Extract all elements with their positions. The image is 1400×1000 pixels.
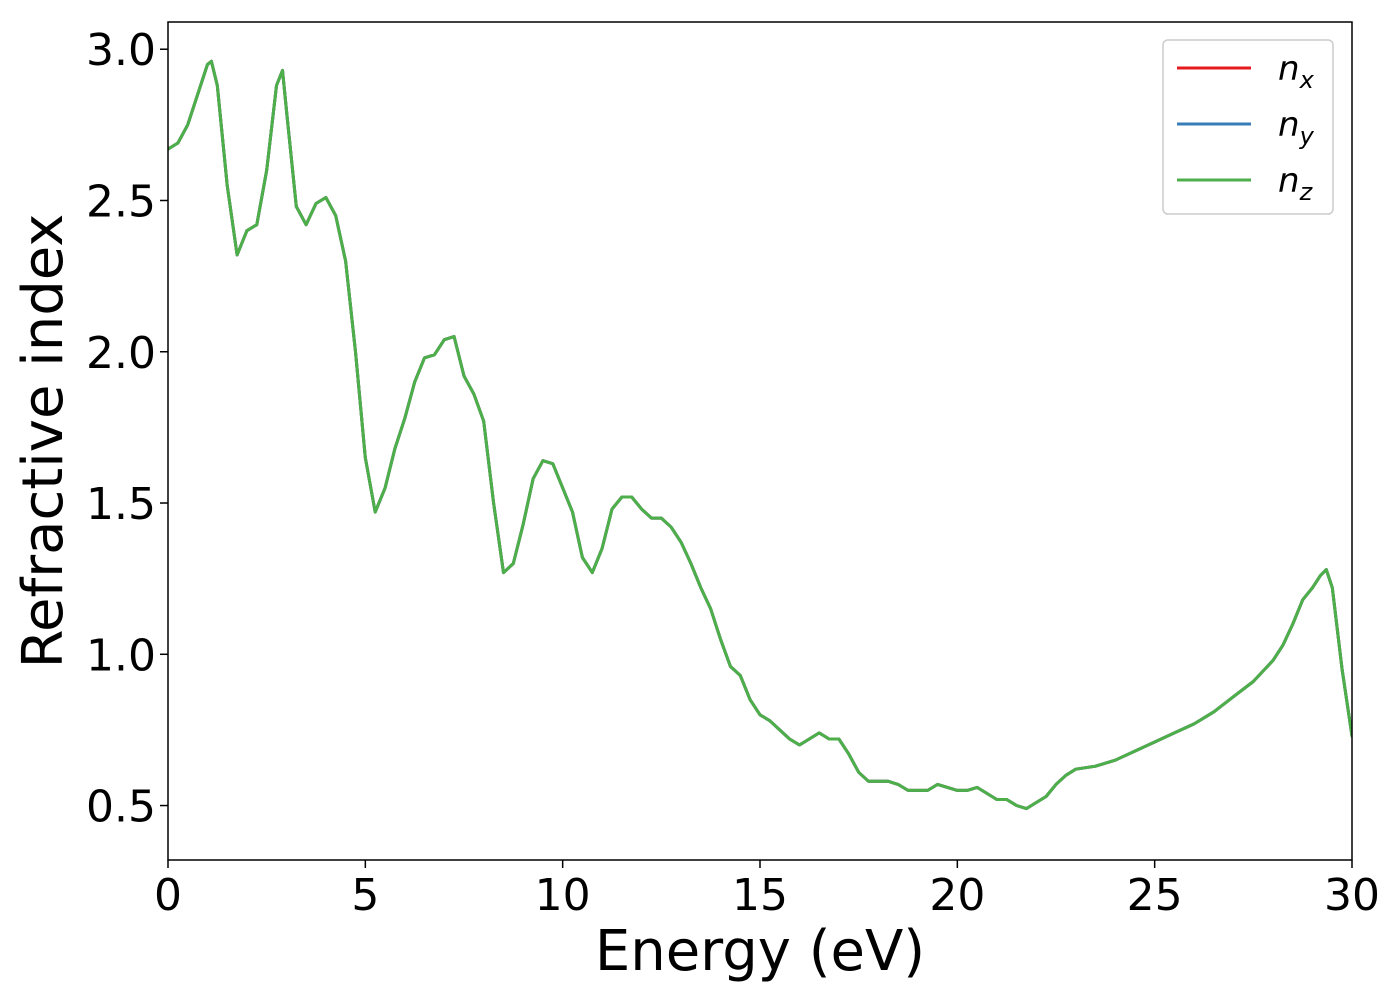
x-tick-label: 30 (1324, 870, 1380, 921)
y-tick-label: 1.5 (86, 479, 156, 530)
legend-label-z: nz (1278, 161, 1314, 206)
x-tick-label: 5 (351, 870, 379, 921)
x-tick-label: 10 (535, 870, 591, 921)
y-tick-label: 2.5 (86, 176, 156, 227)
legend-label-y: ny (1278, 105, 1315, 150)
legend-box (1162, 39, 1334, 215)
x-tick-label: 0 (154, 870, 182, 921)
series-layer (168, 59, 1352, 811)
x-tick-label: 25 (1127, 870, 1183, 921)
y-tick-label: 0.5 (86, 782, 156, 833)
y-tick-label: 1.0 (86, 630, 156, 681)
y-axis-label: Refractive index (11, 214, 76, 669)
x-axis-label: Energy (eV) (595, 919, 925, 984)
legend-label-x: nx (1278, 49, 1315, 94)
series-line-z (168, 59, 1352, 811)
x-tick-label: 15 (732, 870, 788, 921)
ticks-layer: 0 5 10 15 20 25 30 0.5 1.0 1.5 2.0 2.5 3.0 (86, 25, 1380, 921)
y-tick-label: 3.0 (86, 25, 156, 76)
legend: nx ny nz (1162, 39, 1334, 215)
y-tick-label: 2.0 (86, 328, 156, 379)
x-tick-label: 20 (929, 870, 985, 921)
